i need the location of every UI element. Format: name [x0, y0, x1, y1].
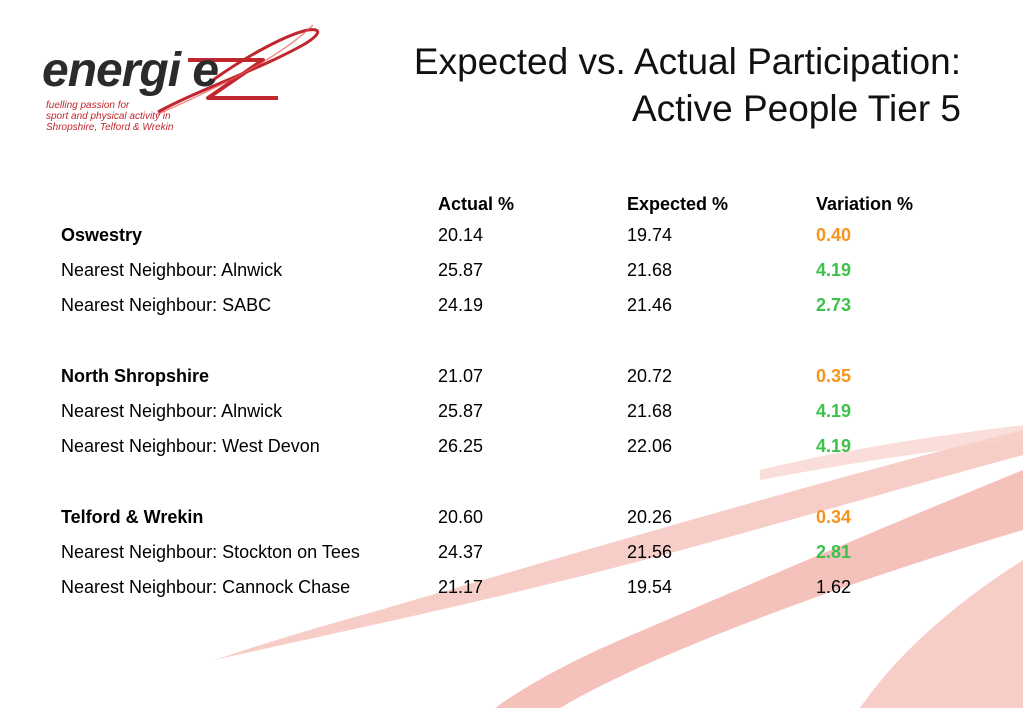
header-expected: Expected % — [627, 194, 729, 214]
actual-cell: 26.25 — [438, 436, 484, 456]
expected-cell: 19.54 — [627, 577, 673, 597]
variation-cell: 0.40 — [816, 225, 852, 245]
expected-cell: 21.46 — [627, 295, 673, 315]
variation-cell: 4.19 — [816, 260, 852, 280]
expected-cell: 22.06 — [627, 436, 673, 456]
header-actual: Actual % — [438, 194, 515, 214]
variation-cell: 4.19 — [816, 436, 852, 456]
actual-cell: 24.37 — [438, 542, 484, 562]
header-variation: Variation % — [816, 194, 914, 214]
area-name-cell: Telford & Wrekin — [61, 507, 204, 527]
expected-cell: 19.74 — [627, 225, 673, 245]
actual-cell: 20.14 — [438, 225, 484, 245]
logo-tagline-line: fuelling passion for — [46, 100, 130, 111]
expected-cell: 21.68 — [627, 260, 673, 280]
area-name-cell: Nearest Neighbour: Alnwick — [61, 260, 283, 280]
slide-title: Expected vs. Actual Participation: Activ… — [321, 38, 961, 132]
energize-logo: energi e fuelling passion for sport and … — [38, 20, 338, 140]
variation-cell: 0.34 — [816, 507, 852, 527]
area-name-cell: Nearest Neighbour: Cannock Chase — [61, 577, 351, 597]
expected-cell: 21.56 — [627, 542, 673, 562]
variation-cell: 4.19 — [816, 401, 852, 421]
logo-tagline: fuelling passion for sport and physical … — [46, 100, 246, 133]
logo-wordmark: energi e — [42, 44, 219, 97]
actual-cell: 21.17 — [438, 577, 484, 597]
expected-cell: 21.68 — [627, 401, 673, 421]
logo-swirl — [155, 24, 319, 116]
actual-cell: 21.07 — [438, 366, 484, 386]
logo-tagline-line: Shropshire, Telford & Wrekin — [46, 122, 174, 133]
logo-tagline-line: sport and physical activity in — [46, 111, 171, 122]
title-line-2: Active People Tier 5 — [631, 88, 961, 129]
expected-cell: 20.72 — [627, 366, 673, 386]
actual-cell: 25.87 — [438, 401, 484, 421]
actual-cell: 24.19 — [438, 295, 484, 315]
variation-cell: 1.62 — [816, 577, 852, 597]
area-name-cell: Nearest Neighbour: West Devon — [61, 436, 320, 456]
area-name-cell: Nearest Neighbour: Alnwick — [61, 401, 283, 421]
area-name-cell: Nearest Neighbour: Stockton on Tees — [61, 542, 360, 562]
variation-cell: 2.73 — [816, 295, 852, 315]
actual-cell: 25.87 — [438, 260, 484, 280]
title-line-1: Expected vs. Actual Participation: — [413, 41, 961, 82]
area-name-cell: Oswestry — [61, 225, 143, 245]
actual-cell: 20.60 — [438, 507, 484, 527]
area-name-cell: North Shropshire — [61, 366, 210, 386]
area-name-cell: Nearest Neighbour: SABC — [61, 295, 272, 315]
variation-cell: 2.81 — [816, 542, 852, 562]
variation-cell: 0.35 — [816, 366, 852, 386]
expected-cell: 20.26 — [627, 507, 673, 527]
